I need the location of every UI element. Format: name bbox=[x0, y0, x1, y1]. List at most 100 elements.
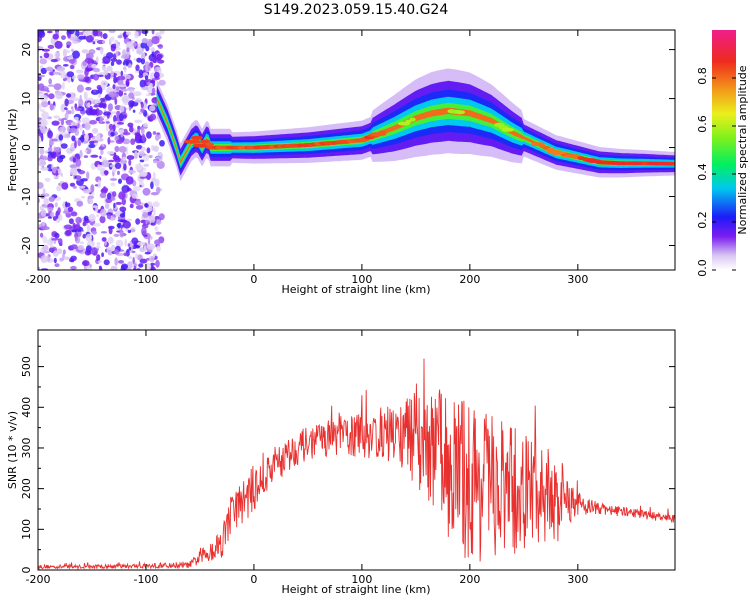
spectrogram-noise-blob bbox=[88, 120, 98, 125]
spectrogram-noise-blob bbox=[135, 119, 141, 123]
spectrogram-noise-blob bbox=[144, 203, 149, 208]
spectrogram-noise-blob bbox=[38, 224, 42, 228]
spectrogram-noise-blob bbox=[63, 64, 69, 67]
spectrogram-noise-blob bbox=[45, 127, 49, 134]
spectrogram-noise-blob bbox=[101, 187, 109, 193]
spectrogram-noise-blob bbox=[127, 122, 134, 128]
spectrogram-noise-blob bbox=[79, 149, 83, 158]
spectrogram-noise-blob bbox=[67, 56, 74, 60]
spectrogram-noise-blob bbox=[54, 263, 60, 268]
spectrogram-noise-blob bbox=[103, 69, 109, 76]
spectrogram-noise-blob bbox=[122, 128, 128, 135]
spectrogram-noise-blob bbox=[123, 59, 129, 63]
spectrogram-noise-blob bbox=[152, 207, 156, 216]
spectrogram-noise-blob bbox=[159, 140, 165, 147]
spectrogram-noise-blob bbox=[67, 110, 72, 115]
spectrogram-noise-blob bbox=[110, 265, 118, 270]
spectrogram-noise-blob bbox=[144, 75, 149, 80]
spectrogram-noise-blob bbox=[115, 86, 120, 91]
spectrogram-noise-blob bbox=[118, 260, 124, 264]
spectrogram-noise-blob bbox=[62, 249, 66, 255]
spectrogram-noise-blob bbox=[96, 109, 103, 116]
spectrogram-noise-blob bbox=[98, 93, 101, 99]
spectrogram-noise-blob bbox=[39, 205, 44, 211]
spectrogram-noise-blob bbox=[72, 50, 80, 59]
spectrogram-noise-blob bbox=[112, 53, 117, 60]
spectrogram-noise-blob bbox=[149, 113, 157, 121]
spectrogram-noise-blob bbox=[76, 84, 84, 93]
spectrogram-noise-blob bbox=[99, 116, 104, 124]
spectrogram-noise-blob bbox=[48, 146, 53, 152]
spectrogram-noise-blob bbox=[41, 226, 50, 231]
spectrogram-noise-blob bbox=[130, 138, 136, 145]
spectrogram-noise-blob bbox=[144, 262, 152, 270]
spectrogram-noise-blob bbox=[135, 253, 138, 260]
spectrogram-noise-blob bbox=[146, 147, 151, 154]
spectrogram-noise-blob bbox=[56, 66, 66, 72]
spectrogram-noise-blob bbox=[56, 185, 62, 192]
spectrogram-noise-blob bbox=[69, 36, 78, 41]
spectrogram-noise-blob bbox=[135, 163, 143, 171]
spectrogram-noise-blob bbox=[117, 79, 124, 86]
spectrogram-noise-blob bbox=[77, 74, 85, 80]
snr-ytick-label: 100 bbox=[20, 519, 33, 540]
spectrogram-noise-blob bbox=[116, 59, 122, 65]
spectrogram-noise-blob bbox=[139, 171, 148, 177]
spectrogram-noise-blob bbox=[109, 164, 116, 168]
spectrogram-noise-blob bbox=[72, 185, 77, 189]
spectrogram-noise-blob bbox=[141, 182, 145, 188]
spectrogram-noise-blob bbox=[101, 65, 106, 71]
spectrogram-noise-blob bbox=[82, 260, 90, 267]
spectrogram-noise-blob bbox=[49, 71, 55, 76]
spectrogram-noise-blob bbox=[142, 187, 151, 196]
spectrogram-noise-blob bbox=[47, 100, 51, 105]
spectrogram-xlabel: Height of straight line (km) bbox=[281, 283, 430, 296]
spectrogram-noise-blob bbox=[38, 159, 46, 167]
spectrogram-peak bbox=[378, 130, 387, 135]
spectrogram-noise-blob bbox=[75, 158, 82, 167]
spectrogram-noise-blob bbox=[126, 218, 132, 221]
snr-frame bbox=[37, 329, 676, 571]
spectrogram-noise-blob bbox=[45, 66, 54, 72]
spectrogram-noise-blob bbox=[47, 151, 53, 155]
snr-panel: -200 -100 0 100 200 300 0 100 200 300 400 500 Heigh… bbox=[6, 329, 676, 596]
spectrogram-noise-blob bbox=[112, 124, 116, 132]
spectrogram-xtick-label: 200 bbox=[459, 273, 480, 286]
spectrogram-noise-blob bbox=[75, 69, 84, 74]
spectrogram-frame bbox=[37, 29, 676, 271]
spectrogram-peak bbox=[183, 139, 202, 144]
spectrogram-noise-blob bbox=[42, 188, 46, 195]
spectrogram-noise-blob bbox=[61, 82, 65, 90]
spectrogram-noise-blob bbox=[150, 236, 153, 240]
spectrogram-noise-blob bbox=[141, 38, 148, 44]
spectrogram-noise-blob bbox=[133, 186, 141, 192]
spectrogram-noise-blob bbox=[50, 58, 58, 63]
spectrogram-noise-blob bbox=[83, 215, 89, 221]
spectrogram-noise-blob bbox=[71, 108, 75, 115]
spectrogram-noise-blob bbox=[88, 213, 96, 222]
snr-ytick-label: 200 bbox=[20, 478, 33, 499]
spectrogram-noise-blob bbox=[134, 100, 143, 103]
spectrogram-noise-blob bbox=[67, 206, 74, 213]
spectrogram-noise-blob bbox=[96, 254, 101, 262]
spectrogram-noise-blob bbox=[60, 143, 68, 149]
spectrogram-noise-blob bbox=[138, 69, 144, 76]
spectrogram-peak bbox=[405, 119, 412, 124]
spectrogram-ytick-label: -20 bbox=[20, 237, 33, 255]
spectrogram-noise-blob bbox=[47, 156, 53, 162]
spectrogram-noise-blob bbox=[78, 35, 86, 40]
spectrogram-noise-blob bbox=[138, 111, 142, 115]
spectrogram-noise-blob bbox=[65, 202, 71, 208]
spectrogram-ylabel: Frequency (Hz) bbox=[6, 109, 19, 192]
spectrogram-noise-blob bbox=[39, 232, 44, 238]
spectrogram-noise-blob bbox=[138, 263, 144, 268]
spectrogram-noise-blob bbox=[157, 44, 163, 49]
spectrogram-noise-blob bbox=[155, 134, 160, 141]
spectrogram-noise-blob bbox=[83, 30, 89, 36]
spectrogram-noise-blob bbox=[123, 163, 127, 171]
spectrogram-noise-blob bbox=[38, 103, 42, 110]
spectrogram-noise-blob bbox=[125, 176, 134, 185]
spectrogram-noise-blob bbox=[42, 236, 48, 244]
spectrogram-noise-blob bbox=[70, 244, 78, 250]
spectrogram-noise-blob bbox=[84, 122, 91, 131]
